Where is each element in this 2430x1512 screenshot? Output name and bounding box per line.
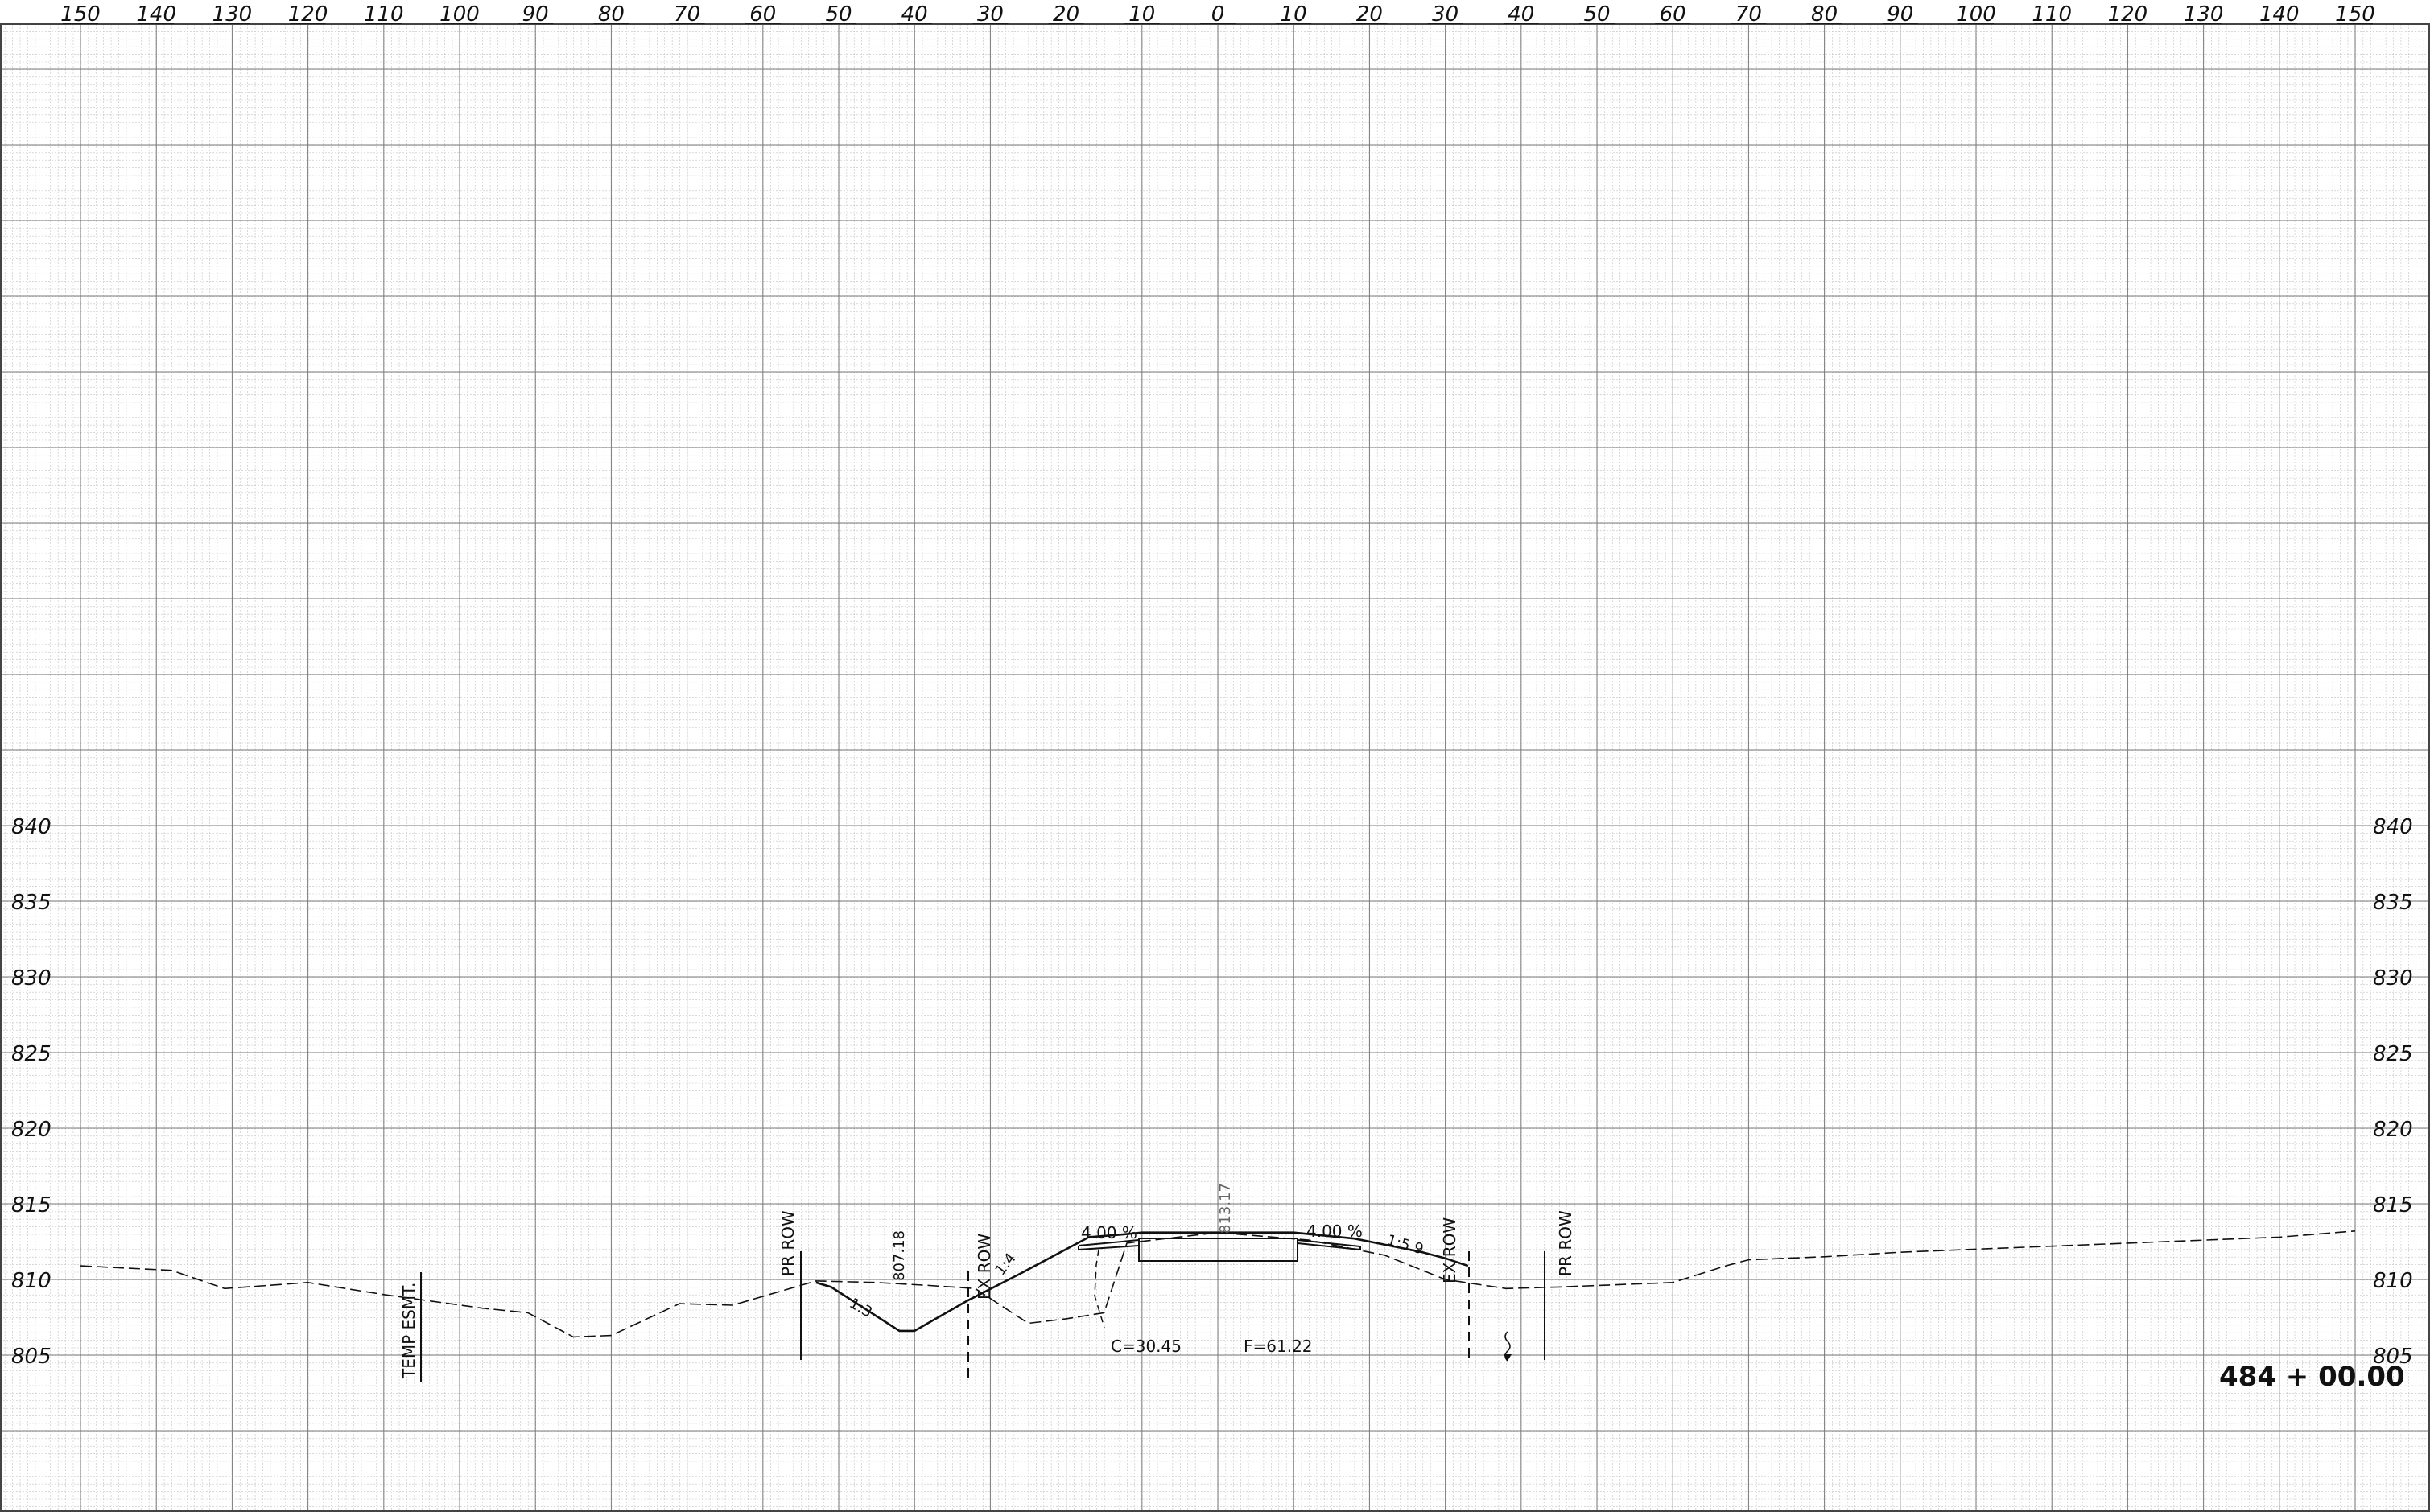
elevation-tick-label: 805 — [2373, 1345, 2413, 1369]
elevation-tick-label: 840 — [2373, 815, 2413, 839]
offset-tick-label: 40 — [901, 2, 928, 27]
row-markers — [420, 1238, 1545, 1382]
offset-axis-labels: 150 140 130 120 110 100 90 80 70 60 50 40 30 20 10 0 10 2… — [60, 2, 2375, 27]
pavement-box — [1138, 1238, 1298, 1262]
offset-tick-label: 130 — [2184, 2, 2224, 27]
offset-tick-label: 60 — [1660, 2, 1686, 27]
elevation-axis-labels-left: 840 835 830 825 820 815 810 805 — [11, 815, 52, 1369]
offset-tick-label: 140 — [136, 2, 176, 27]
elevation-tick-label: 825 — [11, 1042, 52, 1066]
offset-tick-label: 30 — [1432, 2, 1458, 27]
sheet-border — [0, 23, 2430, 1512]
centerline-elevation-label: 813.17 — [1217, 1183, 1234, 1234]
offset-tick-label: 30 — [977, 2, 1004, 27]
offset-tick-label: 90 — [522, 2, 549, 27]
pr-row-left-label: PR ROW — [778, 1210, 798, 1276]
elevation-tick-label: 835 — [2373, 891, 2413, 915]
offset-tick-label: 10 — [1128, 2, 1155, 27]
offset-tick-label: 80 — [1811, 2, 1838, 27]
right-cross-slope-label: 4.00 % — [1306, 1222, 1363, 1241]
elevation-tick-label: 820 — [11, 1118, 52, 1142]
offset-tick-label: 60 — [749, 2, 776, 27]
elevation-tick-label: 825 — [2373, 1042, 2413, 1066]
fill-area-label: F=61.22 — [1244, 1337, 1313, 1356]
proposed-grade-line — [815, 1231, 1469, 1333]
elevation-tick-label: 835 — [11, 891, 52, 915]
cut-area-label: C=30.45 — [1111, 1337, 1182, 1356]
ex-row-left-label: EX ROW — [975, 1234, 994, 1300]
pr-row-right-label: PR ROW — [1556, 1210, 1575, 1276]
offset-tick-label: 120 — [288, 2, 328, 27]
temp-esmt-label: TEMP ESMT. — [399, 1283, 419, 1379]
right-shoulder-layer — [1297, 1239, 1361, 1251]
station-label: 484 + 00.00 — [2219, 1361, 2405, 1393]
offset-tick-label: 150 — [60, 2, 101, 27]
existing-ground-line — [80, 1230, 2356, 1338]
major-grid — [0, 24, 2430, 1511]
offset-tick-label: 20 — [1356, 2, 1383, 27]
profiles — [80, 1230, 2356, 1338]
offset-tick-label: 90 — [1887, 2, 1913, 27]
offset-tick-label: 50 — [1583, 2, 1610, 27]
offset-tick-label: 100 — [439, 2, 480, 27]
offset-tick-label: 40 — [1508, 2, 1534, 27]
break-arrow — [1504, 1354, 1512, 1361]
elevation-tick-label: 805 — [11, 1345, 52, 1369]
offset-tick-label: 110 — [2032, 2, 2072, 27]
offset-tick-label: 110 — [364, 2, 404, 27]
offset-tick-label: 100 — [1956, 2, 1996, 27]
offset-tick-label: 70 — [674, 2, 700, 27]
elevation-tick-label: 810 — [11, 1269, 52, 1293]
elevation-tick-label: 830 — [2373, 966, 2413, 991]
left-shoulder-layer — [1078, 1238, 1140, 1251]
elevation-axis-labels-right: 840 835 830 825 820 815 810 805 — [2373, 815, 2413, 1369]
offset-tick-label: 140 — [2259, 2, 2300, 27]
offset-tick-label: 50 — [825, 2, 852, 27]
elevation-tick-label: 820 — [2373, 1118, 2413, 1142]
elevation-tick-label: 815 — [11, 1193, 52, 1217]
offset-tick-label: 150 — [2335, 2, 2375, 27]
offset-tick-label: 130 — [212, 2, 253, 27]
offset-tick-label: 70 — [1735, 2, 1762, 27]
elevation-tick-label: 810 — [2373, 1269, 2413, 1293]
elevation-tick-label: 815 — [2373, 1193, 2413, 1217]
offset-tick-label: 0 — [1211, 2, 1225, 27]
offset-tick-label: 80 — [598, 2, 625, 27]
elevation-tick-label: 830 — [11, 966, 52, 991]
ditch-elevation-label: 807.18 — [891, 1230, 908, 1281]
offset-tick-label: 120 — [2108, 2, 2148, 27]
elevation-tick-label: 840 — [11, 815, 52, 839]
offset-tick-label: 10 — [1281, 2, 1307, 27]
offset-tick-label: 20 — [1053, 2, 1079, 27]
left-cross-slope-label: 4.00 % — [1081, 1223, 1137, 1242]
ex-row-right-label: EX ROW — [1440, 1217, 1459, 1283]
